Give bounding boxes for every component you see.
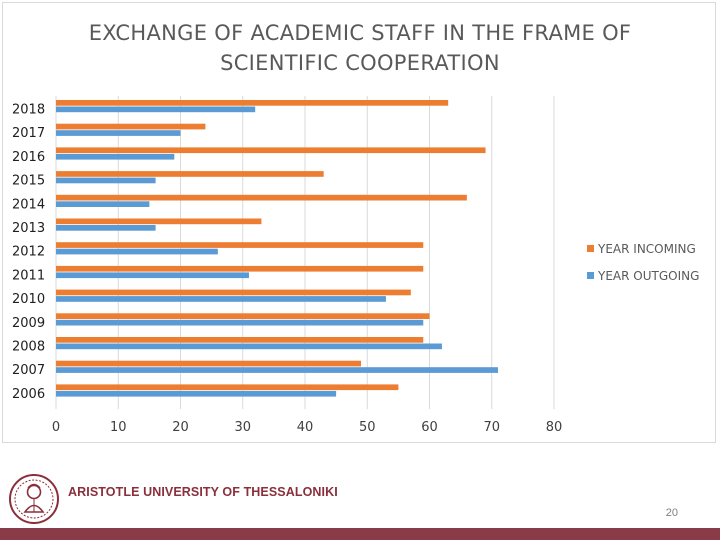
bar-outgoing-2007 xyxy=(56,367,498,373)
bar-incoming-2014 xyxy=(56,194,467,201)
legend: YEAR INCOMING YEAR OUTGOING xyxy=(587,242,699,283)
bar-outgoing-2017 xyxy=(56,130,181,136)
chart-title-line-2: SCIENTIFIC COOPERATION xyxy=(220,51,500,75)
year-label-2012: 2012 xyxy=(12,245,45,260)
bar-outgoing-2014 xyxy=(56,201,150,207)
bar-incoming-2008 xyxy=(56,337,424,343)
year-label-2009: 2009 xyxy=(12,316,45,331)
year-label-2016: 2016 xyxy=(12,150,45,165)
year-label-2018: 2018 xyxy=(12,103,45,118)
x-axis-ticks: 0 10 20 30 40 50 60 70 80 xyxy=(52,420,562,435)
bar-incoming-2007 xyxy=(56,360,362,367)
bar-outgoing-2013 xyxy=(56,225,156,231)
year-label-2017: 2017 xyxy=(12,126,45,141)
x-tick-label: 50 xyxy=(359,420,376,435)
bar-incoming-2015 xyxy=(56,171,324,177)
university-seal-logo xyxy=(9,474,59,524)
university-name: ARISTOTLE UNIVERSITY OF THESSALONIKI xyxy=(68,485,338,499)
bar-incoming-2010 xyxy=(56,289,411,296)
chart-frame: EXCHANGE OF ACADEMIC STAFF IN THE FRAME … xyxy=(2,2,716,443)
bars xyxy=(56,100,498,397)
bar-incoming-2017 xyxy=(56,123,206,130)
legend-swatch-incoming xyxy=(587,245,594,252)
bar-outgoing-2006 xyxy=(56,390,337,397)
x-tick-label: 70 xyxy=(483,420,500,435)
bottom-brand-bar xyxy=(0,528,720,540)
year-label-2008: 2008 xyxy=(12,340,45,355)
bar-outgoing-2018 xyxy=(56,106,256,113)
year-label-2006: 2006 xyxy=(12,387,45,402)
bar-incoming-2013 xyxy=(56,218,262,225)
bar-incoming-2011 xyxy=(56,265,424,272)
chart-svg: EXCHANGE OF ACADEMIC STAFF IN THE FRAME … xyxy=(12,21,699,435)
bar-outgoing-2010 xyxy=(56,296,386,302)
legend-label-incoming: YEAR INCOMING xyxy=(597,242,696,256)
x-tick-label: 30 xyxy=(234,420,251,435)
x-tick-label: 0 xyxy=(52,420,60,435)
bar-outgoing-2008 xyxy=(56,343,442,350)
bar-incoming-2009 xyxy=(56,313,430,319)
x-tick-label: 20 xyxy=(172,420,189,435)
bar-incoming-2018 xyxy=(56,100,449,106)
bar-outgoing-2012 xyxy=(56,248,218,255)
bar-outgoing-2016 xyxy=(56,153,175,160)
year-label-2015: 2015 xyxy=(12,174,45,189)
legend-swatch-outgoing xyxy=(587,272,594,279)
page-number: 20 xyxy=(665,507,678,519)
x-tick-label: 80 xyxy=(546,420,563,435)
year-label-2010: 2010 xyxy=(12,292,45,307)
x-tick-label: 10 xyxy=(110,420,127,435)
year-label-2014: 2014 xyxy=(12,197,45,212)
year-labels: 2018 2017 2016 2015 2014 2013 2012 2011 2010 2009… xyxy=(12,103,45,402)
x-tick-label: 60 xyxy=(421,420,438,435)
bar-outgoing-2015 xyxy=(56,177,156,184)
chart-title-line-1: EXCHANGE OF ACADEMIC STAFF IN THE FRAME … xyxy=(89,21,632,45)
bar-incoming-2006 xyxy=(56,384,399,391)
legend-label-outgoing: YEAR OUTGOING xyxy=(597,269,699,283)
bar-incoming-2016 xyxy=(56,147,486,154)
year-label-2013: 2013 xyxy=(12,221,45,236)
year-label-2011: 2011 xyxy=(12,268,45,283)
bar-incoming-2012 xyxy=(56,242,424,248)
bar-outgoing-2011 xyxy=(56,272,249,279)
year-label-2007: 2007 xyxy=(12,363,45,378)
bar-outgoing-2009 xyxy=(56,319,424,326)
x-tick-label: 40 xyxy=(297,420,314,435)
